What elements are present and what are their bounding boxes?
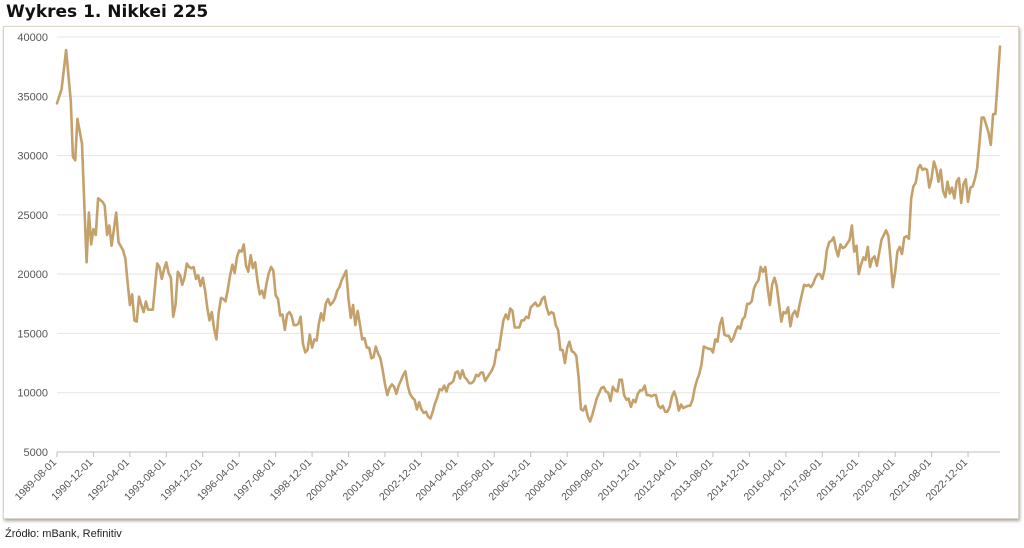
series-layer <box>55 45 1002 423</box>
y-tick-label: 15000 <box>17 328 48 340</box>
chart-title: Wykres 1. Nikkei 225 <box>6 2 209 22</box>
y-tick-label: 40000 <box>17 32 48 44</box>
grid-layer <box>57 36 1000 394</box>
y-tick-label: 5000 <box>24 447 48 459</box>
y-tick-label: 10000 <box>17 388 48 400</box>
series-line <box>55 45 1002 423</box>
y-tick-label: 25000 <box>17 210 48 222</box>
y-tick-label: 20000 <box>17 269 48 281</box>
source-note: Źródło: mBank, Refinitiv <box>5 528 122 540</box>
y-tick-label: 35000 <box>17 91 48 103</box>
chart-frame <box>3 26 1019 519</box>
y-tick-label: 30000 <box>17 151 48 163</box>
